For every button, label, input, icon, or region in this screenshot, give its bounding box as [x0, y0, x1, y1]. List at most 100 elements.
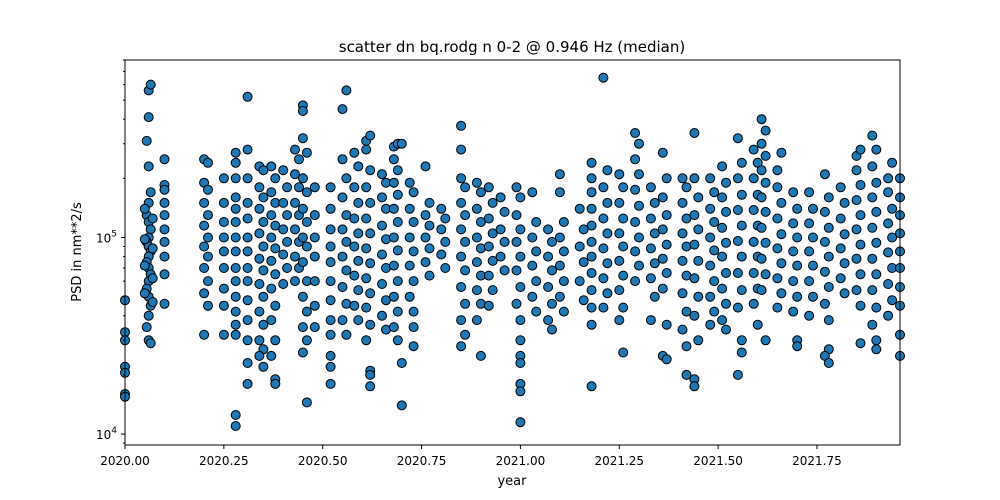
data-point — [258, 265, 269, 276]
data-point — [337, 224, 348, 235]
data-point — [199, 241, 210, 252]
data-point — [578, 224, 589, 235]
y-axis: 104 105 — [96, 59, 125, 444]
data-point — [420, 232, 431, 243]
data-point — [460, 265, 471, 276]
data-point — [558, 306, 569, 317]
data-point — [218, 329, 229, 340]
data-point — [776, 229, 787, 240]
data-point — [855, 180, 866, 190]
data-point — [760, 125, 771, 136]
data-point — [392, 217, 403, 227]
data-point — [230, 203, 241, 214]
data-point — [218, 232, 229, 243]
data-point — [819, 298, 830, 309]
data-point — [278, 165, 289, 176]
data-point — [736, 285, 747, 296]
data-point — [388, 291, 399, 302]
data-point — [460, 210, 471, 221]
data-point — [531, 217, 542, 227]
data-point — [392, 276, 403, 287]
data-point — [460, 236, 471, 247]
data-point — [732, 236, 743, 246]
data-point — [788, 276, 799, 287]
data-point — [294, 154, 304, 165]
y-tick-label: 105 — [96, 230, 117, 246]
data-point — [301, 187, 312, 198]
data-point — [199, 263, 210, 273]
data-point — [377, 192, 387, 203]
data-point — [736, 220, 747, 231]
data-point — [471, 232, 482, 243]
data-point — [732, 133, 743, 144]
data-point — [230, 217, 241, 227]
data-point — [278, 249, 289, 260]
data-point — [586, 302, 597, 313]
data-point — [689, 273, 700, 284]
data-point — [278, 197, 289, 208]
data-point — [297, 291, 308, 302]
data-point — [495, 251, 506, 262]
data-point — [471, 285, 482, 296]
data-point — [511, 210, 522, 221]
data-point — [788, 187, 799, 198]
x-tick-label: 2020.25 — [199, 454, 249, 468]
data-point — [705, 203, 716, 214]
data-point — [349, 241, 360, 252]
data-point — [887, 295, 898, 306]
data-point — [408, 246, 419, 257]
data-point — [871, 206, 882, 217]
data-point — [618, 213, 629, 224]
data-point — [705, 232, 716, 243]
data-point — [689, 173, 700, 184]
data-point — [586, 251, 597, 262]
data-point — [705, 319, 716, 330]
data-point — [325, 315, 336, 326]
data-point — [499, 206, 510, 217]
data-point — [297, 347, 308, 358]
data-point — [325, 350, 336, 361]
data-point — [361, 182, 372, 193]
data-point — [361, 243, 372, 254]
data-point — [487, 255, 498, 266]
data-point — [736, 347, 747, 358]
data-point — [258, 165, 269, 176]
data-point — [408, 341, 419, 352]
x-tick-label: 2021.00 — [496, 454, 546, 468]
data-point — [396, 400, 407, 411]
data-point — [361, 302, 372, 313]
data-point — [717, 283, 728, 294]
data-point — [614, 255, 625, 266]
data-point — [349, 147, 360, 158]
data-point — [365, 258, 376, 269]
data-point — [887, 203, 898, 214]
data-point — [598, 213, 609, 224]
data-point — [756, 192, 767, 203]
data-point — [804, 187, 815, 198]
data-point — [309, 210, 320, 221]
data-point — [657, 224, 668, 235]
data-point — [242, 276, 253, 287]
data-point — [681, 341, 692, 352]
data-point — [424, 243, 435, 254]
data-point — [835, 243, 846, 254]
data-point — [325, 257, 336, 268]
data-point — [883, 310, 894, 321]
data-point — [460, 182, 471, 193]
data-point — [867, 192, 878, 203]
data-point — [883, 247, 894, 258]
data-point — [242, 246, 253, 257]
data-point — [483, 241, 494, 252]
data-point — [677, 288, 688, 299]
data-point — [341, 236, 352, 247]
data-point — [788, 246, 799, 257]
data-point — [337, 154, 348, 165]
data-point — [855, 338, 866, 349]
data-point — [574, 241, 585, 252]
data-point — [353, 228, 364, 239]
data-point — [365, 369, 376, 380]
data-point — [436, 249, 447, 260]
data-point — [199, 220, 210, 231]
data-point — [823, 282, 834, 292]
data-point — [147, 243, 158, 254]
